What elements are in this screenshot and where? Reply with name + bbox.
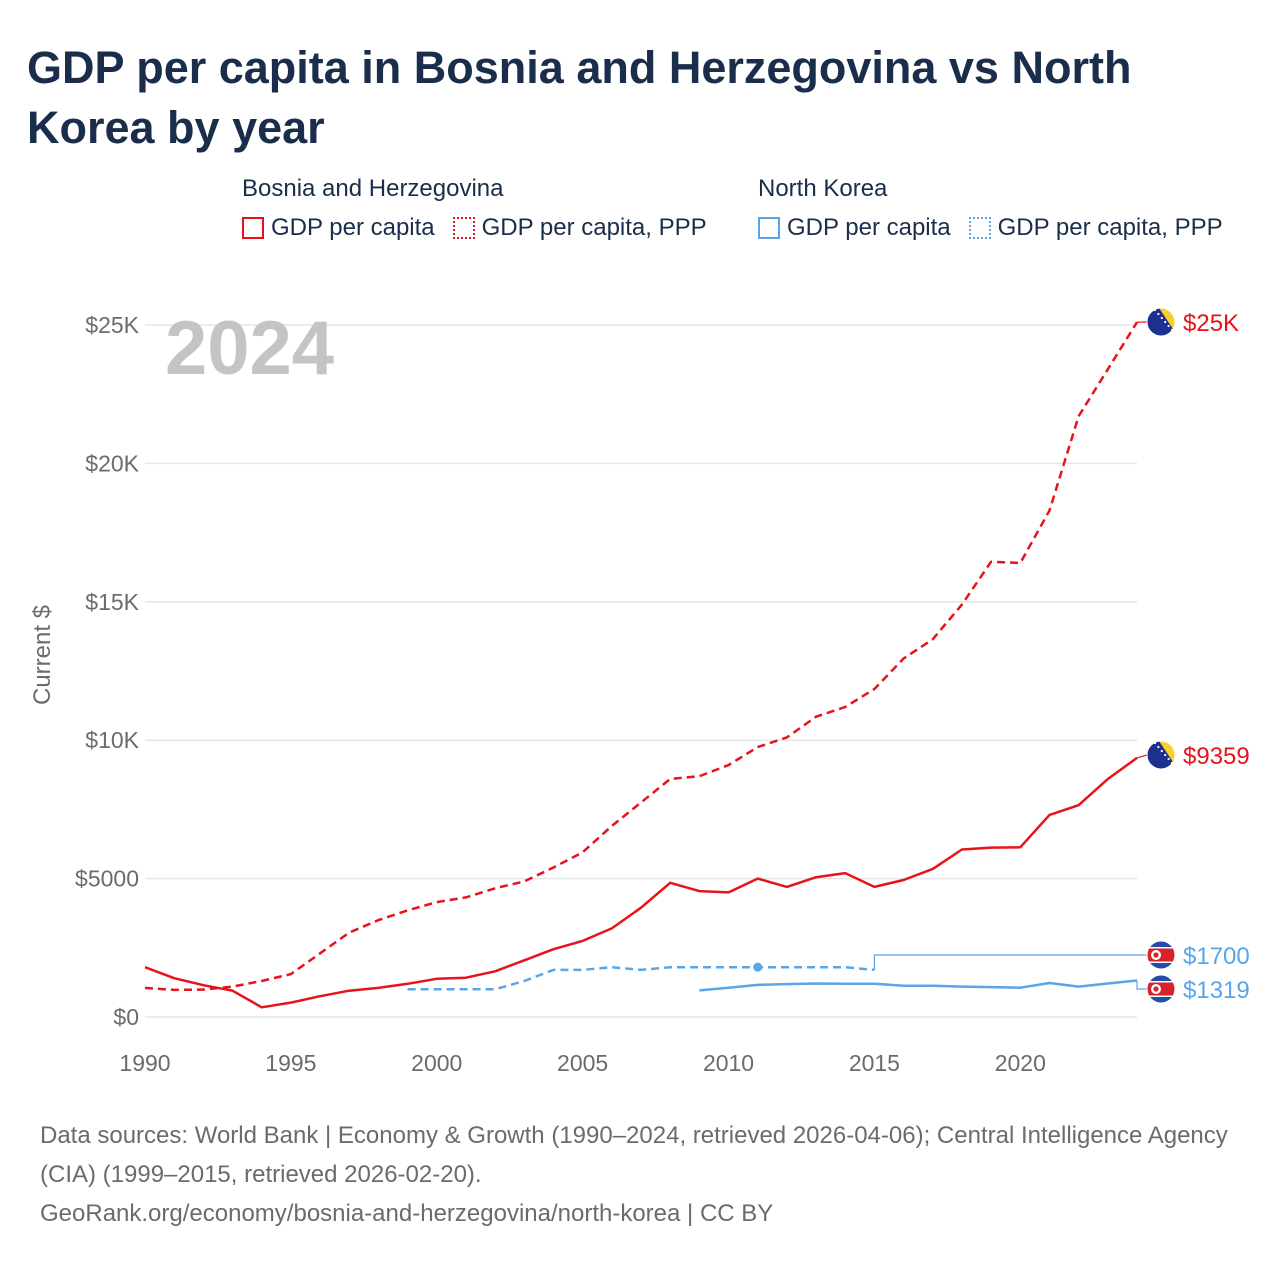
end-label-layer: $25K $9359 $1700 $1319: [873, 307, 1250, 1004]
x-tick-label: 2010: [703, 1050, 754, 1076]
x-tick-label: 2000: [411, 1050, 462, 1076]
legend-swatch-solid-red: [242, 217, 264, 239]
flag-fill: [1147, 941, 1175, 969]
bosnia-flag-icon: [1146, 740, 1176, 770]
series-line-1[interactable]: [144, 321, 1139, 992]
legend-item-bosnia-gdp[interactable]: GDP per capita: [242, 214, 435, 242]
bosnia-flag-icon: [1146, 307, 1176, 337]
series-end-label: $9359: [1183, 743, 1250, 770]
legend-item-bosnia-gdp-ppp[interactable]: GDP per capita, PPP: [452, 214, 707, 242]
flag-triangle: [1159, 741, 1175, 765]
legend-swatch-solid-blue: [758, 217, 780, 239]
legend-label: GDP per capita, PPP: [997, 214, 1223, 241]
flag-fill: [1147, 741, 1175, 769]
leader-line: [1136, 980, 1147, 990]
legend-group-bosnia: Bosnia and Herzegovina GDP per capita GD…: [242, 172, 707, 242]
flag-star: [1153, 952, 1159, 958]
flag-star: [1160, 749, 1163, 753]
x-tick-label: 2015: [849, 1050, 900, 1076]
series-end-label: $1319: [1183, 977, 1250, 1004]
flag-triangle: [1159, 308, 1175, 332]
series-line-3[interactable]: [407, 965, 875, 991]
legend-label: GDP per capita: [271, 214, 435, 241]
flag-star: [1164, 753, 1167, 757]
x-tick-label: 2005: [557, 1050, 608, 1076]
flag-fill: [1147, 308, 1175, 336]
footer: Data sources: World Bank | Economy & Gro…: [40, 1116, 1250, 1233]
y-tick-label: $15K: [85, 589, 139, 615]
legend-swatch-dotted-red: [452, 217, 475, 239]
series-end-label: $1700: [1183, 943, 1250, 970]
flag-ring: [1146, 740, 1176, 770]
y-tick-label: $5000: [75, 866, 139, 892]
y-tick-label: $10K: [85, 727, 139, 753]
series-line-4[interactable]: [699, 979, 1138, 992]
y-tick-label: $25K: [85, 312, 139, 338]
flag-ring: [1146, 940, 1176, 970]
gdp-line-chart: $0 $5000 $10K $15K $20K $25K 1990 1995 2000 2005 2…: [29, 306, 1250, 1076]
grid-layer: [145, 324, 1137, 1018]
legend-country-north-korea: North Korea: [758, 175, 888, 202]
flag-star: [1167, 757, 1170, 761]
legend-item-nk-gdp[interactable]: GDP per capita: [758, 214, 951, 242]
year-watermark: 2024: [165, 306, 334, 391]
axis-layer: $0 $5000 $10K $15K $20K $25K 1990 1995 2000 2005 2…: [75, 312, 1046, 1076]
leader-line: [873, 954, 1147, 970]
x-tick-label: 1990: [119, 1050, 170, 1076]
legend-swatch-dotted-blue: [968, 217, 991, 239]
legend-group-north-korea: North Korea GDP per capita GDP per capit…: [758, 172, 1223, 242]
x-tick-label: 1995: [265, 1050, 316, 1076]
north-korea-flag-icon: [1146, 974, 1176, 1004]
page-title: GDP per capita in Bosnia and Herzegovina…: [27, 42, 1132, 153]
y-tick-label: $0: [113, 1004, 139, 1030]
north-korea-flag-icon: [1146, 940, 1176, 970]
series-line-2[interactable]: [144, 756, 1138, 1009]
flag-star: [1157, 745, 1160, 749]
source-url[interactable]: GeoRank.org/economy/bosnia-and-herzegovi…: [40, 1200, 774, 1227]
series-layer: [144, 321, 1139, 1009]
x-tick-label: 2020: [995, 1050, 1046, 1076]
leader-line: [1136, 754, 1148, 759]
data-sources: Data sources: World Bank | Economy & Gro…: [40, 1122, 1228, 1188]
legend-item-nk-gdp-ppp[interactable]: GDP per capita, PPP: [968, 214, 1223, 242]
flag-star: [1164, 320, 1167, 324]
flag-star: [1167, 324, 1170, 328]
y-axis-label: Current $: [29, 605, 56, 705]
flag-fill: [1147, 975, 1175, 1003]
legend-label: GDP per capita, PPP: [481, 214, 707, 241]
legend-label: GDP per capita: [787, 214, 951, 241]
flag-star: [1157, 312, 1160, 316]
flag-ring: [1146, 307, 1176, 337]
flag-star: [1160, 316, 1163, 320]
legend-country-bosnia: Bosnia and Herzegovina: [242, 175, 504, 202]
flag-ring: [1146, 974, 1176, 1004]
y-tick-label: $20K: [85, 450, 139, 476]
series-end-label: $25K: [1183, 310, 1239, 337]
highlight-point[interactable]: [753, 962, 763, 972]
flag-star: [1153, 986, 1159, 992]
